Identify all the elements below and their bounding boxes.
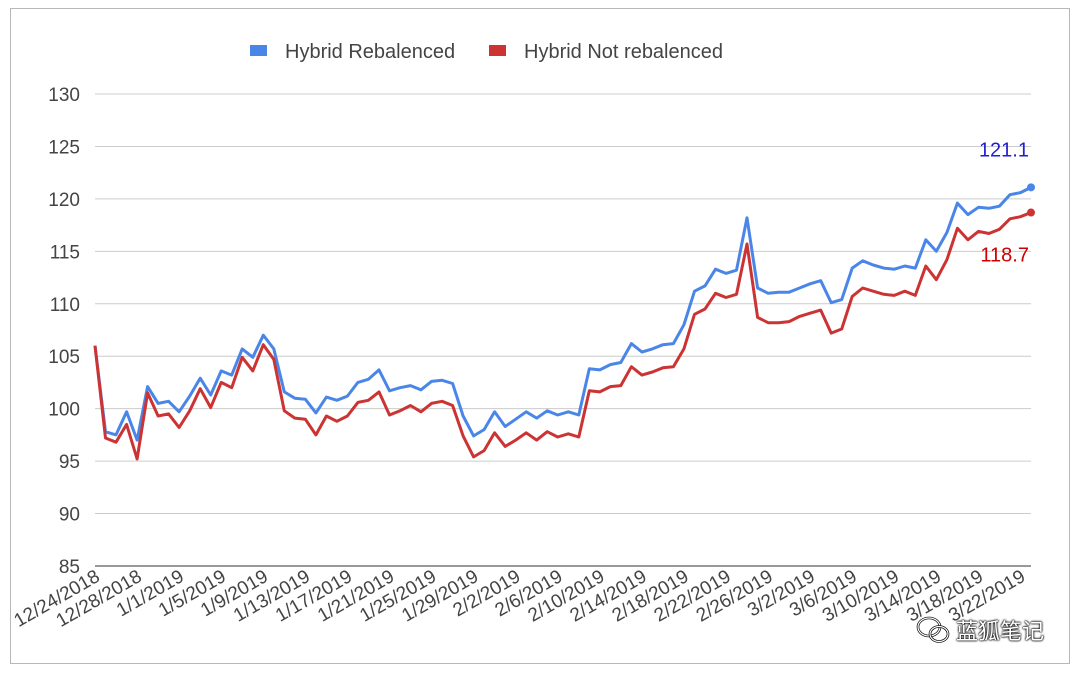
y-tick-label: 85 (59, 557, 80, 578)
series-end-point (1027, 208, 1035, 217)
y-tick-label: 95 (59, 452, 80, 473)
series-line-1 (93, 186, 1032, 442)
y-axis-ticks: 85 90 95 100 105 110 115 120 125 130 (48, 85, 80, 578)
series-end-point (1027, 183, 1035, 192)
y-tick-label: 125 (48, 137, 80, 158)
series-end-label: 118.7 (980, 245, 1029, 267)
y-tick-label: 120 (48, 190, 80, 211)
series-group: 121.1 118.7 (93, 139, 1035, 461)
series-line-2 (93, 211, 1032, 461)
y-tick-label: 90 (59, 505, 80, 526)
y-tick-label: 115 (50, 242, 80, 263)
chart-frame (10, 8, 1070, 664)
legend-label: Hybrid Rebalenced (285, 41, 455, 63)
legend-swatch (489, 45, 506, 56)
gridlines (95, 93, 1031, 567)
y-tick-label: 110 (50, 295, 80, 316)
watermark: 蓝狐笔记 (916, 614, 1044, 646)
x-axis-ticks: 12/24/201812/28/20181/1/20191/5/20191/9/… (11, 566, 1029, 632)
legend-swatch (250, 45, 267, 56)
y-tick-label: 130 (48, 85, 80, 106)
wechat-icon (916, 616, 950, 643)
watermark-text: 蓝狐笔记 (955, 620, 1044, 645)
legend-label: Hybrid Not rebalenced (524, 41, 723, 63)
y-tick-label: 105 (48, 347, 80, 368)
series-end-label: 121.1 (979, 139, 1029, 161)
legend: Hybrid Rebalenced Hybrid Not rebalenced (250, 41, 723, 63)
y-tick-label: 100 (48, 400, 80, 421)
